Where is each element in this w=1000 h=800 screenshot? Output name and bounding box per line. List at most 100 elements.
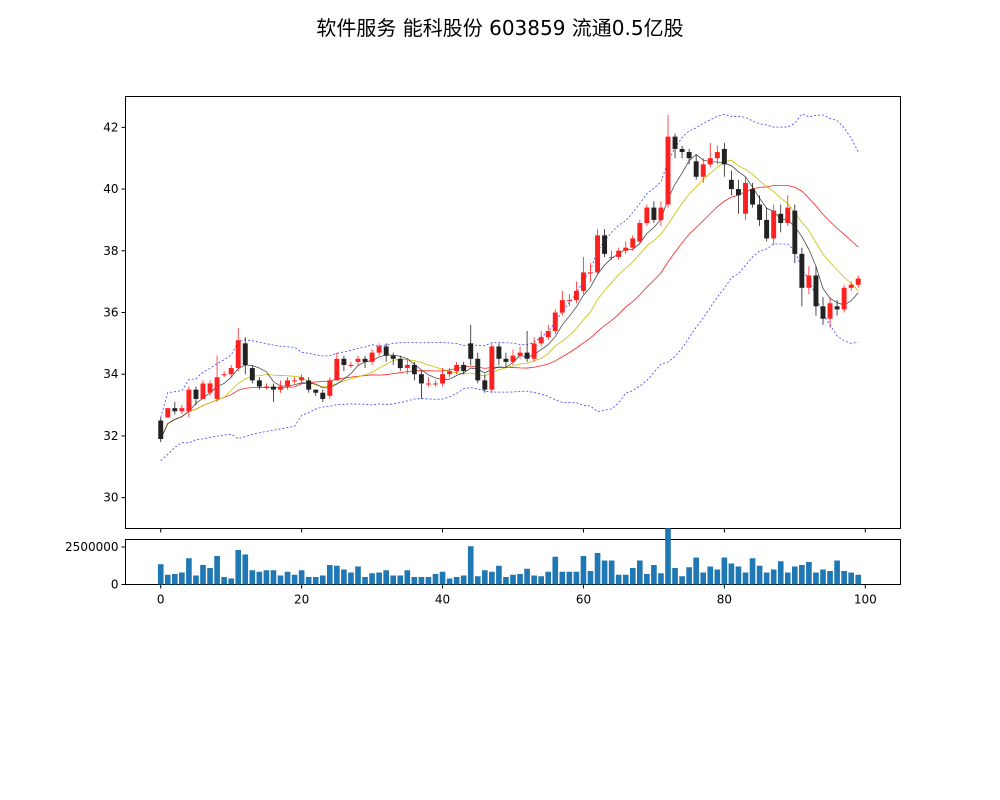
- candle: [595, 229, 601, 276]
- candle-body: [630, 238, 636, 248]
- volume-bar: [777, 561, 784, 585]
- volume-bar: [693, 557, 699, 585]
- candle-body: [165, 408, 171, 418]
- volume-bar: [242, 554, 249, 585]
- volume-bar: [425, 577, 432, 585]
- candle: [186, 386, 192, 418]
- x-tick-label: 40: [435, 593, 450, 607]
- candle: [193, 386, 199, 406]
- candle: [278, 380, 283, 393]
- candle: [383, 343, 389, 362]
- candle-body: [799, 253, 805, 288]
- candle-body: [644, 207, 650, 224]
- volume-bar: [721, 557, 728, 585]
- candle: [313, 389, 319, 396]
- candle-body: [785, 207, 791, 224]
- candle-body: [263, 386, 269, 388]
- candle: [475, 352, 481, 384]
- candle-body: [827, 303, 833, 319]
- candle-body: [728, 179, 734, 190]
- volume-bar: [707, 566, 714, 585]
- x-tick-label: 60: [576, 593, 591, 607]
- volume-bar: [615, 574, 622, 585]
- candle: [693, 155, 699, 180]
- candle: [461, 361, 467, 375]
- volume-bar: [834, 560, 840, 585]
- volume-bar: [355, 566, 361, 585]
- volume-bar: [538, 576, 544, 585]
- volume-bar: [742, 572, 749, 585]
- candle-body: [750, 189, 756, 205]
- volume-bar: [369, 573, 375, 585]
- candle: [404, 358, 410, 375]
- x-tick-label: 100: [854, 593, 877, 607]
- candle-body: [510, 355, 516, 362]
- ma-long-line: [160, 185, 859, 440]
- candle-body: [433, 383, 438, 385]
- volume-bar: [799, 565, 805, 585]
- volume-bar: [432, 574, 439, 585]
- chart-title: 软件服务 能科股份 603859 流通0.5亿股: [316, 16, 684, 40]
- candle: [270, 383, 276, 402]
- candle-body: [764, 219, 770, 239]
- candle: [820, 297, 826, 325]
- candle: [806, 266, 812, 294]
- candle: [433, 380, 438, 387]
- candle-body: [665, 136, 671, 205]
- candle: [658, 201, 664, 227]
- candle-body: [792, 210, 798, 254]
- candle: [249, 364, 255, 384]
- candle-body: [306, 380, 312, 390]
- candle-body: [580, 272, 586, 291]
- candle: [355, 355, 361, 365]
- volume-bar: [411, 577, 418, 585]
- volume-bar: [735, 566, 742, 585]
- volume-bar: [200, 565, 206, 585]
- volume-bar: [665, 528, 671, 585]
- candle: [735, 179, 741, 214]
- candle: [228, 364, 234, 378]
- volume-bar: [460, 575, 467, 585]
- candle-body: [270, 386, 276, 390]
- candle-body: [700, 164, 706, 177]
- candle: [700, 158, 706, 183]
- candle: [834, 300, 840, 316]
- volume-panel: [157, 528, 862, 585]
- volume-bar: [172, 574, 178, 585]
- candle-body: [228, 368, 234, 375]
- candle: [524, 331, 530, 362]
- candle: [813, 266, 819, 316]
- candle-body: [292, 380, 298, 382]
- volume-bar: [784, 572, 791, 585]
- candle: [299, 374, 305, 384]
- indicator-lines: [160, 113, 859, 461]
- volume-bar: [820, 569, 826, 585]
- candle: [235, 327, 241, 372]
- volume-bar: [672, 568, 678, 585]
- candle-body: [848, 284, 854, 288]
- candle: [376, 343, 382, 356]
- candle: [510, 349, 516, 365]
- candle-body: [411, 364, 417, 375]
- volume-bar: [397, 575, 404, 585]
- volume-bar: [594, 553, 601, 585]
- candle-body: [235, 340, 241, 369]
- volume-bar: [186, 558, 192, 585]
- volume-bar: [489, 571, 495, 585]
- candle: [327, 377, 333, 399]
- price-panel: [158, 113, 861, 461]
- candle: [256, 377, 262, 390]
- price-tick-label: 32: [103, 429, 118, 443]
- volume-bar: [256, 571, 263, 585]
- candle-body: [538, 337, 544, 344]
- candle-body: [616, 250, 622, 257]
- candle: [707, 142, 713, 168]
- candle-body: [707, 158, 713, 165]
- volume-bar: [728, 563, 735, 585]
- candle-body: [334, 358, 340, 381]
- volume-bar: [270, 570, 277, 585]
- candle-body: [383, 346, 389, 356]
- candle: [158, 417, 164, 443]
- candle-body: [207, 383, 213, 393]
- candle: [440, 368, 446, 387]
